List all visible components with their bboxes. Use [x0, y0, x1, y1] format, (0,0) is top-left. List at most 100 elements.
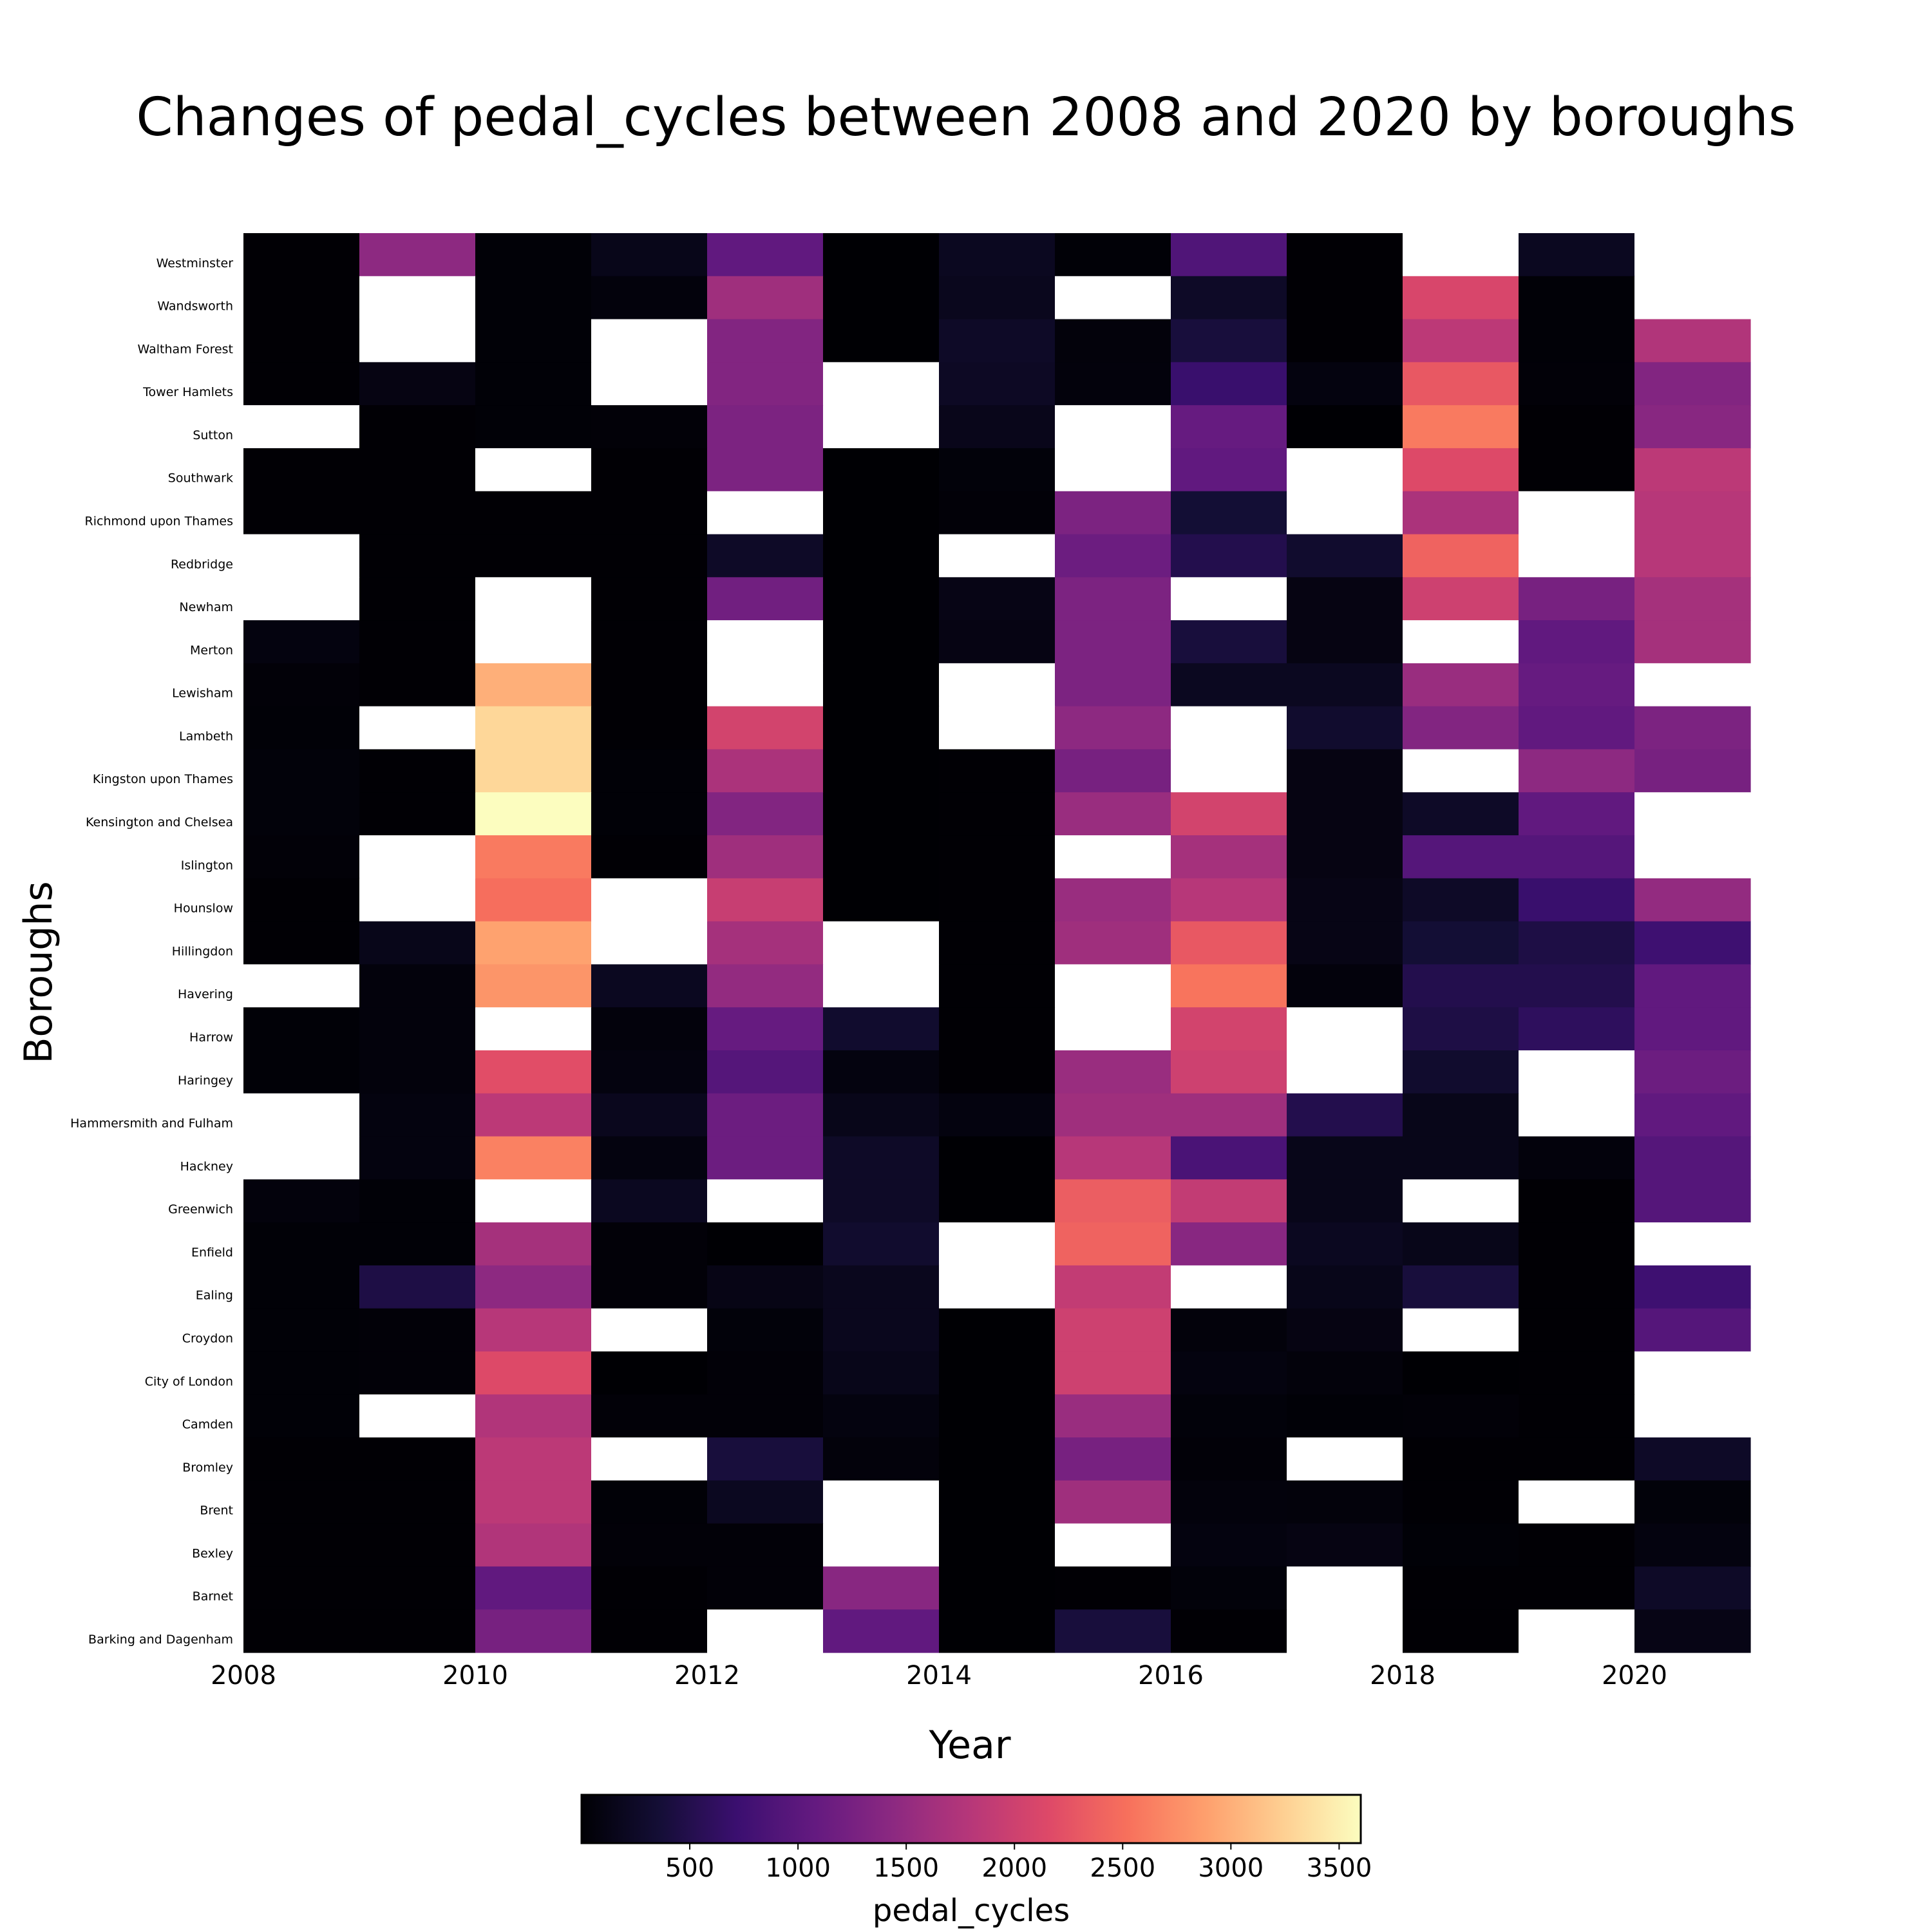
heatmap-cell: [1171, 405, 1287, 449]
heatmap-cell: [939, 1394, 1056, 1438]
heatmap-cell: [939, 706, 1056, 750]
y-tick-label: Lewisham: [172, 687, 233, 701]
heatmap-cell: [591, 1351, 708, 1395]
heatmap-cell: [243, 362, 360, 406]
heatmap-cell: [359, 319, 476, 363]
y-tick-label: Richmond upon Thames: [85, 515, 233, 529]
colorbar-tick-label: 2500: [1090, 1853, 1155, 1883]
heatmap-cell: [707, 534, 824, 578]
heatmap-cell: [1287, 534, 1403, 578]
heatmap-cell: [1634, 534, 1751, 578]
heatmap-cell: [1287, 1050, 1403, 1094]
heatmap-cell: [591, 319, 708, 363]
heatmap-cell: [939, 1609, 1056, 1653]
heatmap-cell: [475, 1179, 592, 1223]
colorbar-label: pedal_cycles: [873, 1893, 1070, 1929]
heatmap-cell: [939, 1007, 1056, 1051]
x-tick-label: 2008: [211, 1661, 276, 1690]
heatmap-cell: [823, 577, 940, 621]
heatmap-cell: [1403, 921, 1519, 965]
y-tick-label: Newham: [179, 600, 233, 614]
heatmap-cell: [1287, 362, 1403, 406]
heatmap-cell: [1055, 921, 1171, 965]
heatmap-cell: [475, 534, 592, 578]
heatmap-cell: [707, 1007, 824, 1051]
heatmap-cell: [1519, 1480, 1635, 1524]
heatmap-cell: [243, 1093, 360, 1137]
heatmap-cell: [591, 792, 708, 836]
heatmap-cell: [475, 1093, 592, 1137]
heatmap-cell: [359, 448, 476, 492]
heatmap-cell: [359, 964, 476, 1008]
x-tick-label: 2018: [1370, 1661, 1435, 1690]
y-tick-label: Hillingdon: [172, 944, 233, 958]
heatmap-cell: [1403, 1566, 1519, 1610]
y-axis-label: Boroughs: [16, 881, 61, 1063]
y-tick-label: City of London: [145, 1374, 233, 1388]
heatmap-cell: [1519, 663, 1635, 707]
colorbar-tick-label: 2000: [981, 1853, 1047, 1883]
y-tick-label: Barking and Dagenham: [88, 1633, 233, 1647]
heatmap-cell: [707, 1265, 824, 1309]
y-tick-label: Croydon: [182, 1331, 233, 1345]
y-tick-label: Westminster: [156, 256, 234, 270]
heatmap-cell: [475, 276, 592, 320]
heatmap-cell: [1171, 706, 1287, 750]
heatmap-cell: [823, 491, 940, 535]
heatmap-cell: [1055, 1222, 1171, 1266]
heatmap-cell: [1634, 1351, 1751, 1395]
heatmap-cell: [1403, 835, 1519, 879]
heatmap-cell: [359, 1222, 476, 1266]
y-tick-label: Kensington and Chelsea: [86, 815, 233, 829]
heatmap-cell: [1634, 1265, 1751, 1309]
heatmap-cell: [359, 835, 476, 879]
heatmap-cell: [707, 1566, 824, 1610]
heatmap-cell: [1519, 964, 1635, 1008]
heatmap-cell: [1055, 1308, 1171, 1352]
heatmap-cell: [1634, 1394, 1751, 1438]
heatmap-cell: [1055, 577, 1171, 621]
heatmap-cell: [1519, 491, 1635, 535]
heatmap-cell: [1634, 1523, 1751, 1567]
heatmap-cell: [359, 1136, 476, 1180]
heatmap-cell: [1055, 792, 1171, 836]
heatmap-cell: [1519, 1609, 1635, 1653]
heatmap-cell: [359, 706, 476, 750]
heatmap-cell: [591, 1179, 708, 1223]
heatmap-cell: [243, 1394, 360, 1438]
heatmap-cell: [591, 663, 708, 707]
heatmap-cell: [1287, 1437, 1403, 1481]
heatmap-cell: [1403, 620, 1519, 664]
heatmap-cell: [1287, 1566, 1403, 1610]
heatmap-cell: [1171, 491, 1287, 535]
heatmap-cell: [1055, 663, 1171, 707]
heatmap-cell: [707, 1351, 824, 1395]
heatmap-cell: [939, 1050, 1056, 1094]
heatmap-cell: [475, 792, 592, 836]
heatmap-cell: [1171, 1265, 1287, 1309]
heatmap-cell: [1171, 1308, 1287, 1352]
heatmap-cell: [1171, 964, 1287, 1008]
heatmap-cell: [1403, 749, 1519, 793]
heatmap-cell: [591, 1308, 708, 1352]
heatmap-cell: [1403, 964, 1519, 1008]
heatmap-cell: [1171, 577, 1287, 621]
heatmap-cell: [1171, 792, 1287, 836]
heatmap-cell: [1634, 749, 1751, 793]
heatmap-cell: [707, 620, 824, 664]
heatmap-cell: [475, 1394, 592, 1438]
heatmap-cell: [1171, 1394, 1287, 1438]
heatmap-cell: [1403, 1093, 1519, 1137]
heatmap-cell: [1403, 1351, 1519, 1395]
y-tick-label: Enfield: [191, 1245, 233, 1260]
heatmap-cell: [1055, 1480, 1171, 1524]
heatmap-cell: [1171, 233, 1287, 277]
heatmap-cell: [823, 1480, 940, 1524]
y-tick-label: Tower Hamlets: [142, 385, 233, 399]
y-tick-label: Southwark: [168, 471, 233, 486]
heatmap-cell: [1403, 577, 1519, 621]
heatmap-cell: [359, 749, 476, 793]
heatmap-cell: [823, 663, 940, 707]
heatmap-cell: [1634, 1136, 1751, 1180]
heatmap-cell: [1287, 1093, 1403, 1137]
